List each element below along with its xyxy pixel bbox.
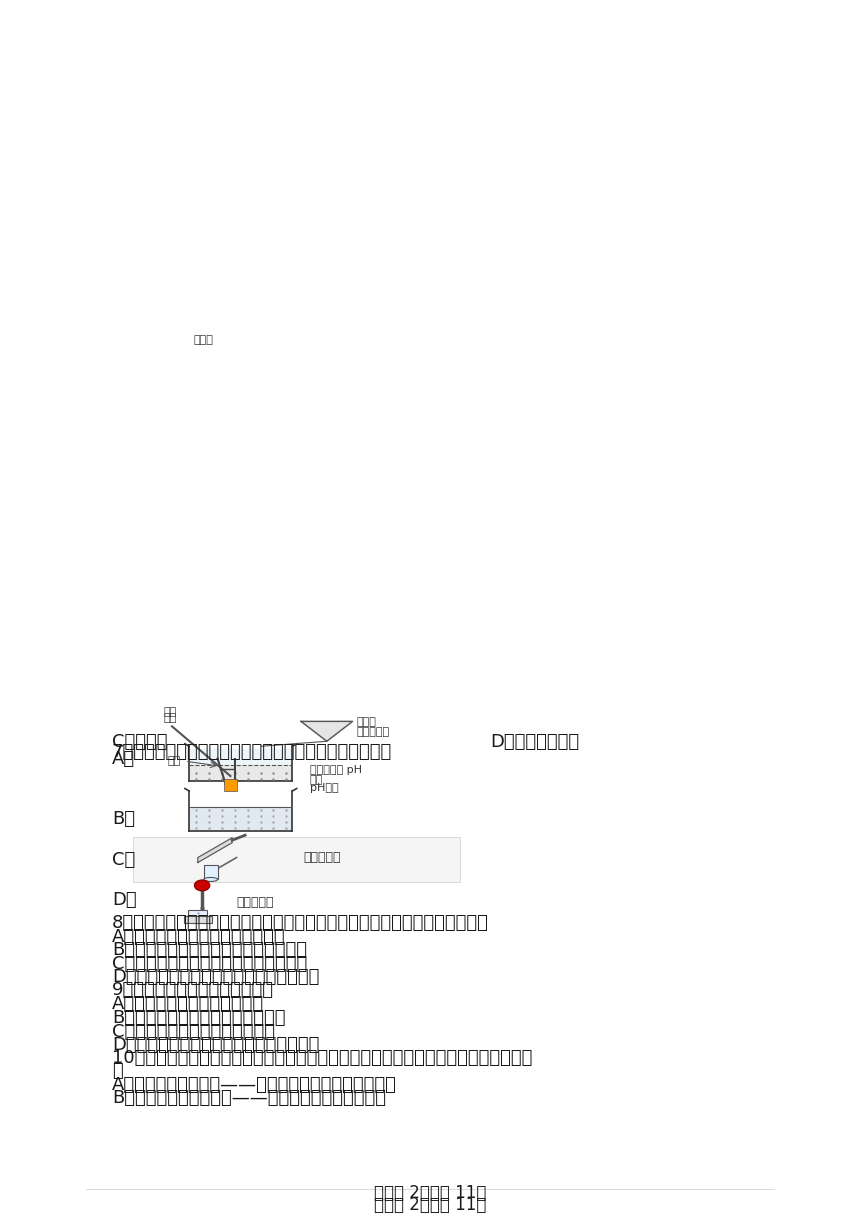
Text: A．氯化钠溶液能导电——溶液中存在可自由移动的离子: A．氯化钠溶液能导电——溶液中存在可自由移动的离子 — [112, 1076, 396, 1094]
Text: 湿润: 湿润 — [310, 775, 322, 786]
Text: A．农业上用氢氧化钙改良酸性土壤: A．农业上用氢氧化钙改良酸性土壤 — [112, 928, 286, 946]
Text: 试卷第 2页，共 11页: 试卷第 2页，共 11页 — [374, 1197, 486, 1214]
Text: 10．宏观辨识与微观探析是化学学科的核心素养之一。下列宏观事实的微观解释错误的: 10．宏观辨识与微观探析是化学学科的核心素养之一。下列宏观事实的微观解释错误的 — [112, 1049, 532, 1068]
Bar — [189, 765, 292, 781]
Text: 稀释浓硫酸: 稀释浓硫酸 — [357, 727, 390, 737]
Bar — [189, 807, 292, 831]
Text: C．医疗上用碳酸氢钠来治疗胃溃疡患者: C．医疗上用碳酸氢钠来治疗胃溃疡患者 — [112, 955, 307, 973]
Text: D．生活中用苛性钠溶液去除炉具上的油污: D．生活中用苛性钠溶液去除炉具上的油污 — [112, 968, 319, 986]
Bar — [189, 749, 292, 765]
Text: 测稀硫酸的 pH: 测稀硫酸的 pH — [310, 765, 361, 775]
Text: 试卷第 2页，共 11页: 试卷第 2页，共 11页 — [374, 1184, 486, 1203]
Text: B．打开浓盐酸试剂瓶口有白烟出现: B．打开浓盐酸试剂瓶口有白烟出现 — [112, 1009, 286, 1028]
Bar — [204, 865, 218, 879]
Text: pH试纸: pH试纸 — [310, 783, 338, 793]
Text: 镊子: 镊子 — [168, 756, 181, 766]
Text: 不断: 不断 — [163, 708, 176, 717]
Text: C．: C． — [112, 850, 135, 868]
Text: B．: B． — [112, 810, 135, 828]
Text: D．: D． — [112, 891, 137, 910]
Bar — [184, 916, 212, 923]
Text: 7．稀释浓硫酸并进行硫酸性质实验的下列操作，正确的是: 7．稀释浓硫酸并进行硫酸性质实验的下列操作，正确的是 — [112, 743, 392, 761]
Bar — [133, 837, 460, 882]
Text: A．: A． — [112, 750, 135, 767]
Ellipse shape — [194, 880, 210, 891]
Text: C．浓盐酸: C．浓盐酸 — [112, 733, 168, 750]
Text: 8．我们应学会用化学知识去分析、解决生产生活中的问题，下列说法正确的是: 8．我们应学会用化学知识去分析、解决生产生活中的问题，下列说法正确的是 — [112, 913, 488, 931]
Text: A．硝酸铵固体溶于水温度降低: A．硝酸铵固体溶于水温度降低 — [112, 995, 264, 1013]
Text: C．硫粉燃烧生成无色无味的气体: C．硫粉燃烧生成无色无味的气体 — [112, 1023, 275, 1041]
Text: 搅拌: 搅拌 — [163, 714, 176, 724]
Polygon shape — [301, 721, 353, 742]
Bar — [224, 778, 236, 790]
Text: D．硫酸铜溶液滴加氢氧化钠产生白色沉淀: D．硫酸铜溶液滴加氢氧化钠产生白色沉淀 — [112, 1036, 319, 1054]
Text: 9．下列实验现象的记录正确的是: 9．下列实验现象的记录正确的是 — [112, 981, 273, 1000]
Text: D．澄清的石灰水: D．澄清的石灰水 — [490, 733, 580, 750]
Text: 滴加稀硫酸: 滴加稀硫酸 — [237, 896, 274, 910]
Polygon shape — [198, 838, 232, 862]
Ellipse shape — [188, 918, 207, 922]
Text: 是: 是 — [112, 1062, 122, 1080]
Text: 浓硫酸: 浓硫酸 — [194, 334, 213, 345]
Text: B．汽车铅蓄电池中常用稀硫酸做电解液: B．汽车铅蓄电池中常用稀硫酸做电解液 — [112, 941, 307, 959]
Text: 蒸馏水: 蒸馏水 — [357, 717, 377, 727]
Bar — [188, 911, 207, 921]
Text: B．酸有相似的化学性质——酸溶液中都含有酸根离子: B．酸有相似的化学性质——酸溶液中都含有酸根离子 — [112, 1090, 386, 1108]
Text: 倾倒稀硫酸: 倾倒稀硫酸 — [304, 851, 341, 863]
Ellipse shape — [204, 878, 218, 882]
